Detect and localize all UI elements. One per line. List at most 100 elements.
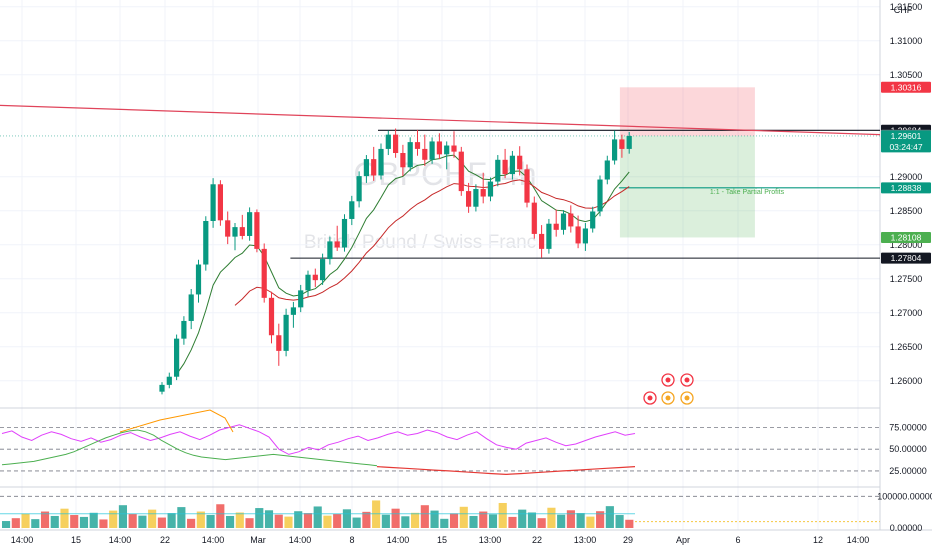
event-icon-dot xyxy=(647,395,653,401)
candle-body xyxy=(422,148,428,160)
volume-bar xyxy=(21,513,30,528)
volume-bar xyxy=(576,513,585,528)
candle-body xyxy=(232,227,238,237)
volume-bar xyxy=(596,511,605,528)
candle-body xyxy=(458,151,464,192)
time-tick-label: 14:00 xyxy=(289,535,312,545)
volume-bar xyxy=(206,515,215,528)
volume-bar xyxy=(148,509,157,528)
volume-bar xyxy=(128,514,137,528)
candle-body xyxy=(539,233,545,249)
horizontal-levels[interactable] xyxy=(0,104,881,259)
volume-bar xyxy=(420,505,429,528)
candle-body xyxy=(341,218,348,248)
volume-bar xyxy=(118,505,127,528)
candle-body xyxy=(568,213,574,227)
candle-body xyxy=(174,338,180,377)
candle-body xyxy=(560,213,567,230)
candle-body xyxy=(466,191,472,207)
volume-bar xyxy=(99,519,108,528)
price-badge xyxy=(881,130,931,153)
candle-body xyxy=(298,290,304,308)
candle-body xyxy=(451,145,457,152)
candle-body xyxy=(495,159,501,182)
rsi-overbought-segment xyxy=(119,409,234,433)
volume-bar xyxy=(498,502,507,528)
price-tick-label: 1.28000 xyxy=(890,240,923,250)
volume-bar xyxy=(245,518,254,528)
time-tick-label: 14:00 xyxy=(847,535,870,545)
volume-bar xyxy=(342,509,351,528)
time-tick-label: Mar xyxy=(250,535,266,545)
chart-watermark-description: British Pound / Swiss Franc xyxy=(304,232,536,253)
time-tick-label: 6 xyxy=(735,535,740,545)
candle-body xyxy=(188,294,194,321)
volume-bar xyxy=(391,508,400,528)
volume-bar xyxy=(469,515,478,528)
candle-body xyxy=(546,223,552,249)
candle-body xyxy=(480,189,486,197)
volume-bar xyxy=(40,511,50,528)
currency-label: CHF xyxy=(894,5,913,15)
volume-bar xyxy=(60,508,69,528)
price-tick-label: 1.27500 xyxy=(890,274,923,284)
candle-body xyxy=(619,139,625,149)
candle-body xyxy=(429,141,435,160)
volume-tick-label: 100000.00000 xyxy=(877,491,932,501)
volume-bar xyxy=(225,515,235,528)
price-tick-label: 1.30500 xyxy=(890,70,923,80)
price-axis[interactable]: 1.31500 1.31000 1.30500 1.29000 1.28500 1.280… xyxy=(877,2,932,533)
time-tick-label: 14:00 xyxy=(11,535,34,545)
volume-bar xyxy=(605,506,614,528)
volume-bar xyxy=(294,511,303,528)
candle-body xyxy=(414,142,421,149)
price-tick-label: 1.26000 xyxy=(890,376,923,386)
event-icon-dot xyxy=(665,395,671,401)
time-tick-label: 8 xyxy=(349,535,354,545)
volume-bar xyxy=(411,512,420,528)
time-tick-label: 29 xyxy=(623,535,633,545)
candle-body xyxy=(320,259,326,281)
candle-body xyxy=(261,248,267,298)
volume-bar xyxy=(557,514,566,528)
time-axis[interactable]: 14:00 15 14:00 22 14:00 Mar 14:00 8 14:00 15 13:00… xyxy=(11,535,870,545)
event-icons[interactable] xyxy=(643,373,694,405)
candle-body xyxy=(385,134,391,149)
candle-body xyxy=(473,189,479,207)
volume-bar xyxy=(527,512,537,528)
volume-bar xyxy=(138,515,147,528)
price-badge xyxy=(881,182,931,194)
volume-bar xyxy=(187,518,196,528)
time-tick-label: 15 xyxy=(437,535,447,545)
volume-bar xyxy=(440,518,449,528)
time-tick-label: 13:00 xyxy=(479,535,502,545)
price-tick-label: 1.31500 xyxy=(890,2,923,12)
rsi-tick-label: 75.00000 xyxy=(889,422,927,432)
event-icon-dot xyxy=(665,377,671,383)
short-position-tool[interactable]: 1:1 - Take Partial Profits xyxy=(619,87,785,238)
take-profit-zone xyxy=(619,135,755,238)
time-tick-label: 14:00 xyxy=(387,535,410,545)
volume-bar xyxy=(547,507,556,528)
candle-body xyxy=(444,145,450,155)
volume-bar xyxy=(352,517,361,528)
volume-bar xyxy=(449,513,459,528)
candle-body xyxy=(371,159,377,176)
candle-body xyxy=(502,159,508,175)
price-candles xyxy=(159,128,632,395)
volume-bar xyxy=(157,517,166,528)
price-badge xyxy=(881,81,931,93)
candle-body xyxy=(517,155,523,170)
price-badge xyxy=(881,252,931,264)
candle-body xyxy=(217,184,223,221)
countdown-label: 03:24:47 xyxy=(889,142,922,152)
price-badge-label: 1.30316 xyxy=(891,82,922,92)
candle-body xyxy=(575,226,581,244)
candle-body xyxy=(612,139,618,161)
candle-body xyxy=(247,212,253,236)
volume-bar xyxy=(459,506,468,528)
price-tick-label: 1.27000 xyxy=(890,308,923,318)
candle-body xyxy=(305,274,311,291)
volume-bar xyxy=(255,508,264,528)
